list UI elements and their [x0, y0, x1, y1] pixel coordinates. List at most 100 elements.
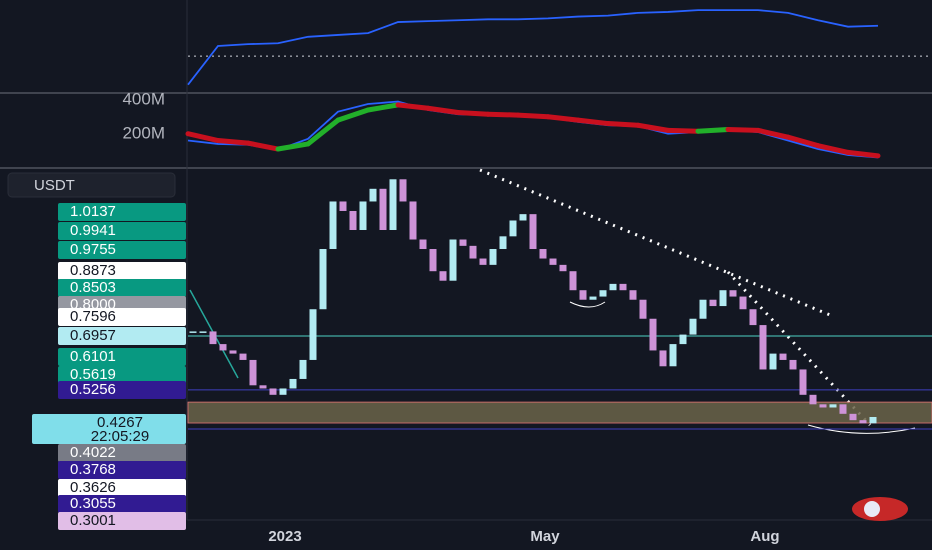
- candle: [869, 416, 877, 424]
- candle: [379, 188, 387, 230]
- ma-segment: [455, 110, 491, 117]
- candle: [279, 388, 287, 395]
- price-tag-label: 0.5256: [70, 381, 116, 398]
- candle: [329, 201, 337, 250]
- candle: [609, 283, 617, 291]
- candle: [739, 296, 747, 310]
- candle: [569, 271, 577, 291]
- candle: [269, 388, 277, 395]
- candle: [289, 378, 297, 389]
- ma-segment: [815, 143, 851, 155]
- candle: [729, 290, 737, 297]
- candle: [419, 239, 427, 250]
- candle: [679, 334, 687, 345]
- flag-globe: [864, 501, 880, 517]
- candle: [359, 201, 367, 230]
- candle: [479, 258, 487, 265]
- ma-segment: [845, 149, 881, 159]
- y-tick-label: 400M: [122, 90, 165, 109]
- candle: [709, 299, 717, 307]
- currency-label: USDT: [34, 177, 75, 194]
- price-tag: [58, 512, 186, 530]
- candle: [189, 331, 197, 333]
- price-tag: [58, 444, 186, 462]
- candle: [599, 290, 607, 297]
- candle: [559, 264, 567, 272]
- price-tag-label: 0.4267: [97, 414, 143, 431]
- candle: [209, 331, 217, 345]
- price-tag-label: 0.8503: [70, 279, 116, 296]
- candle: [779, 353, 787, 360]
- candle: [619, 283, 627, 291]
- x-tick-label: Aug: [750, 528, 779, 545]
- ma-segment: [395, 102, 431, 111]
- candle: [319, 249, 327, 310]
- candle: [399, 179, 407, 202]
- ma-segment: [425, 105, 461, 116]
- price-tag: [58, 348, 186, 366]
- candle: [819, 404, 827, 408]
- candle: [789, 359, 797, 370]
- candle: [219, 344, 227, 351]
- ma-segment: [485, 111, 521, 118]
- ma-segment: [545, 114, 581, 123]
- flag-icon[interactable]: [852, 497, 908, 521]
- price-tag-label: 0.3055: [70, 495, 116, 512]
- price-tag: [58, 366, 186, 384]
- candle: [499, 236, 507, 250]
- price-tag-label: 1.0137: [70, 203, 116, 220]
- price-tag-label: 0.7596: [70, 308, 116, 325]
- price-tag: [58, 327, 186, 345]
- candle: [529, 214, 537, 250]
- price-tag-label: 0.9941: [70, 222, 116, 239]
- candle: [489, 249, 497, 265]
- price-tag-label: 0.4022: [70, 444, 116, 461]
- pattern-arc: [807, 424, 916, 434]
- ma-segment: [575, 117, 611, 127]
- candle: [859, 420, 867, 424]
- candle: [299, 359, 307, 379]
- candle: [689, 318, 697, 335]
- candle: [239, 353, 247, 360]
- candle: [429, 249, 437, 272]
- candle: [339, 201, 347, 211]
- currency-box[interactable]: [7, 172, 176, 198]
- price-tag: [58, 479, 186, 497]
- price-tag-label: 0.8873: [70, 262, 116, 279]
- price-zone: [187, 401, 932, 424]
- x-tick-label: 2023: [268, 528, 301, 545]
- candle: [259, 385, 267, 389]
- candle: [229, 350, 237, 354]
- price-tag: [32, 414, 186, 444]
- ma-segment: [185, 131, 221, 144]
- pattern-arc: [569, 301, 606, 308]
- ma-segment: [245, 140, 281, 152]
- candle: [799, 369, 807, 395]
- candle: [459, 239, 467, 246]
- candle: [249, 359, 257, 386]
- ma-segment: [305, 117, 341, 147]
- candle: [589, 296, 597, 300]
- price-tag: [58, 279, 186, 297]
- candle: [849, 413, 857, 421]
- ma-segment: [605, 121, 641, 128]
- price-tag: [58, 495, 186, 513]
- price-tag-label: 0.6957: [70, 327, 116, 344]
- candle: [629, 290, 637, 300]
- candle: [649, 318, 657, 351]
- price-tag: [58, 203, 186, 221]
- candle: [519, 214, 527, 221]
- candle: [509, 220, 517, 237]
- candle: [669, 344, 677, 367]
- candle: [369, 188, 377, 202]
- candle: [759, 325, 767, 370]
- candle: [409, 201, 417, 240]
- y-tick-label: 200M: [122, 124, 165, 143]
- price-tag-label: 0.6101: [70, 348, 116, 365]
- ma-segment: [515, 112, 551, 120]
- ma-segment: [725, 127, 761, 133]
- price-tag-label: 0.3626: [70, 479, 116, 496]
- candle: [469, 245, 477, 259]
- candle: [699, 299, 707, 319]
- ma-segment: [365, 102, 401, 113]
